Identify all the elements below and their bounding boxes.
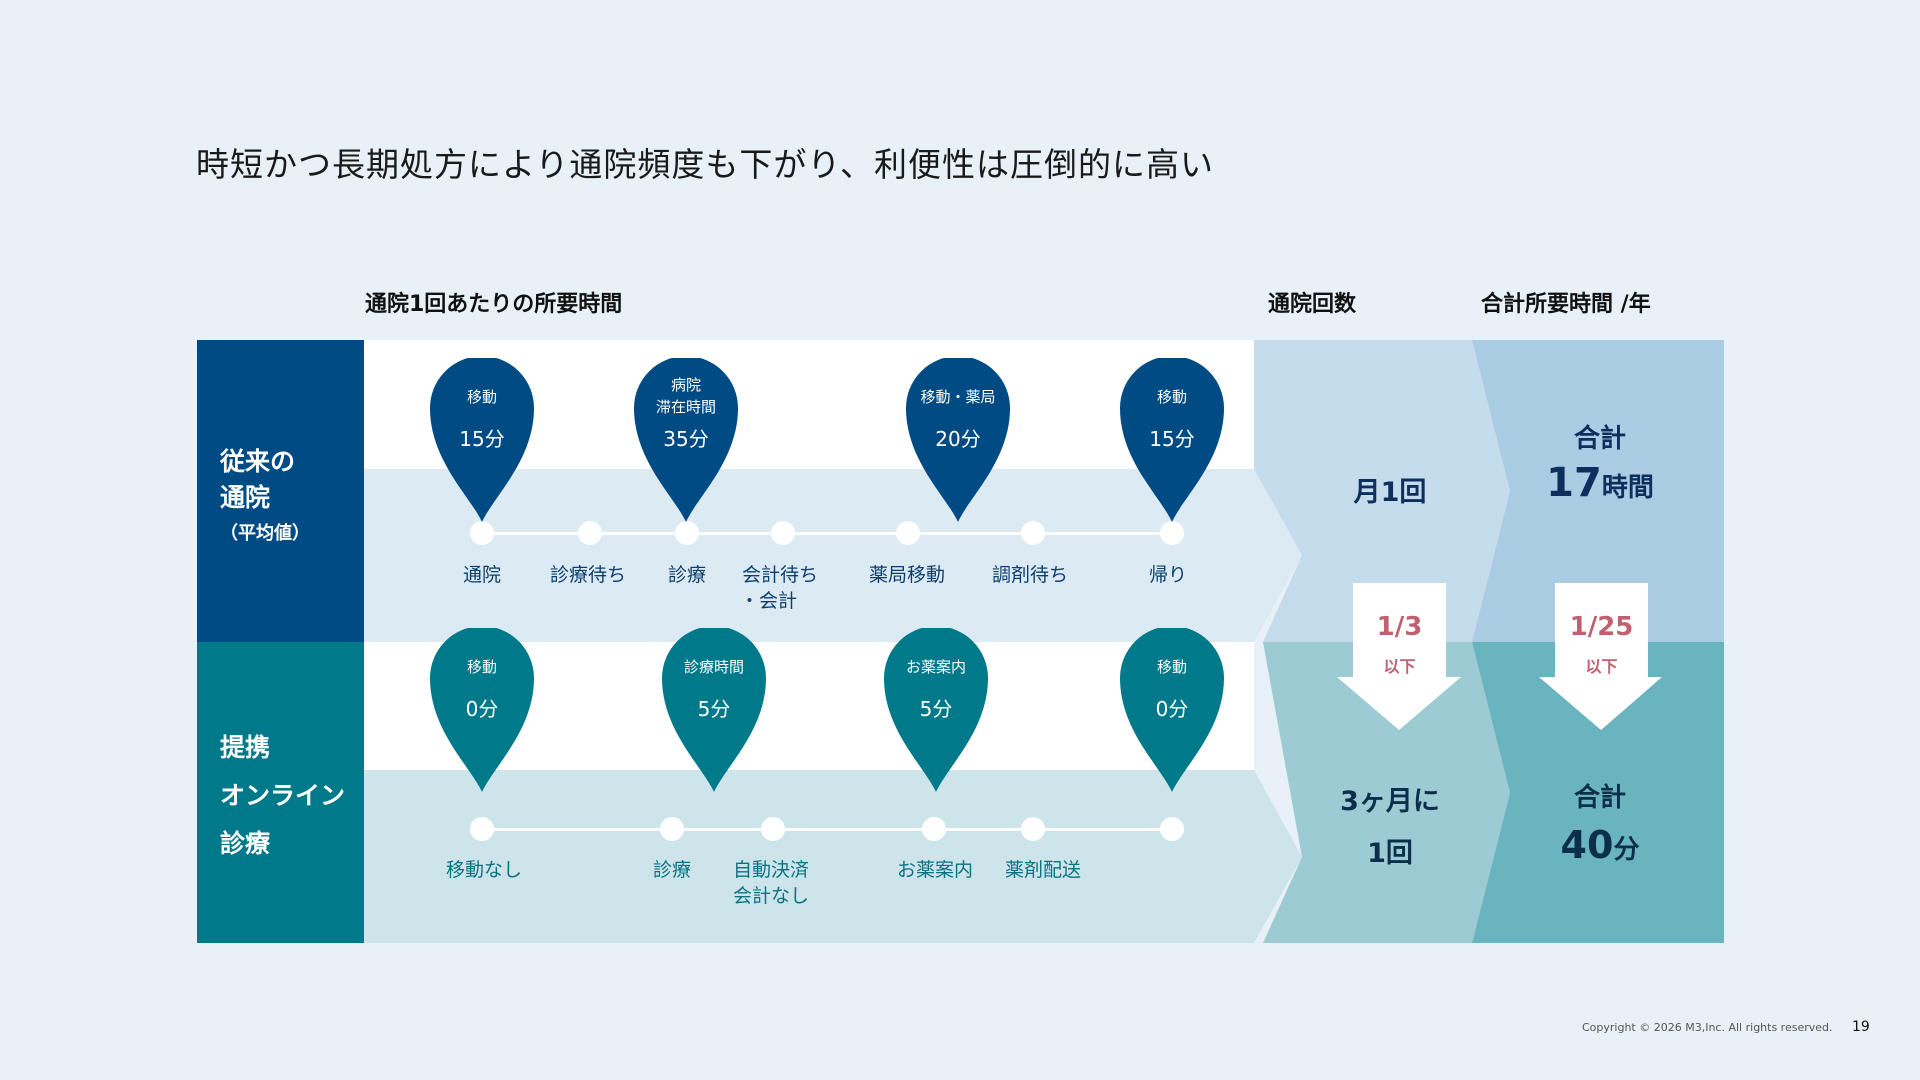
pin-value: 15分	[1149, 427, 1195, 451]
step-label: お薬案内	[896, 859, 973, 881]
total-ratio: 1/25	[1569, 612, 1634, 642]
pin-online-move-2: 移動 0分	[1120, 628, 1224, 792]
timeline-dot	[896, 521, 920, 545]
pin-name: 診療時間	[683, 658, 744, 676]
timeline-dot	[660, 817, 684, 841]
step-label: 診療	[667, 564, 706, 586]
step-label: 薬剤配送	[1004, 859, 1081, 881]
visits-ratio: 1/3	[1376, 612, 1423, 642]
pin-name: 移動・薬局	[920, 388, 996, 406]
online-label-line1: 提携	[220, 733, 271, 762]
online-label-line3: 診療	[220, 829, 271, 858]
visits-down-arrow	[1337, 583, 1461, 730]
page-number: 19	[1852, 1019, 1870, 1035]
timeline-dot	[470, 521, 494, 545]
pin-traditional-pharmacy: 移動・薬局 20分	[906, 358, 1010, 522]
header-time-per-visit: 通院1回あたりの所要時間	[365, 292, 623, 317]
traditional-label-sub: （平均値）	[220, 523, 310, 544]
step-label: 会計待ち ・会計	[740, 564, 818, 612]
pin-traditional-move-1: 移動 15分	[430, 358, 534, 522]
traditional-timeline	[482, 532, 1172, 535]
timeline-dot	[771, 521, 795, 545]
traditional-band	[364, 469, 1302, 642]
pin-online-move-1: 移動 0分	[430, 628, 534, 792]
pin-name: 移動	[466, 658, 497, 676]
pin-traditional-move-2: 移動 15分	[1120, 358, 1224, 522]
visits-column-bottom	[1263, 642, 1510, 943]
pin-name: 移動	[466, 388, 497, 406]
traditional-label-line1: 従来の	[220, 447, 296, 476]
pin-value: 5分	[697, 697, 731, 721]
online-timeline	[482, 828, 1172, 831]
pin-online-consult: 診療時間 5分	[662, 628, 766, 792]
step-label: 診療待ち	[549, 564, 626, 586]
timeline-dot	[1021, 521, 1045, 545]
step-label: 自動決済 会計なし	[732, 859, 809, 907]
traditional-label-line2: 通院	[220, 483, 271, 512]
total-ratio-suffix: 以下	[1585, 657, 1618, 676]
traditional-total-label: 合計	[1573, 424, 1626, 454]
traditional-label-block	[197, 340, 364, 642]
timeline-dot	[675, 521, 699, 545]
timeline-dot	[1160, 817, 1184, 841]
traditional-visits: 月1回	[1353, 477, 1427, 508]
pin-value: 5分	[919, 697, 953, 721]
traditional-row-label: 従来の 通院 （平均値）	[220, 444, 310, 552]
visits-ratio-suffix: 以下	[1383, 657, 1416, 676]
timeline-dot	[1021, 817, 1045, 841]
pin-online-medicine: お薬案内 5分	[884, 628, 988, 792]
header-visit-count: 通院回数	[1268, 292, 1357, 317]
visits-column-top	[1254, 340, 1510, 642]
pin-value: 20分	[935, 427, 981, 451]
online-row-label: 提携 オンライン 診療	[220, 724, 345, 868]
total-column-bottom	[1472, 642, 1724, 943]
pin-value: 15分	[459, 427, 505, 451]
pin-name: 移動	[1156, 658, 1187, 676]
timeline-dot	[578, 521, 602, 545]
timeline-dot	[1160, 521, 1184, 545]
copyright: Copyright © 2026 M3,Inc. All rights rese…	[1582, 1021, 1833, 1034]
pin-traditional-hospital: 病院 滞在時間 35分	[634, 358, 738, 522]
step-label: 通院	[462, 564, 501, 586]
timeline-dot	[761, 817, 785, 841]
step-label: 薬局移動	[868, 564, 945, 586]
online-band	[364, 770, 1302, 943]
online-total-label: 合計	[1573, 783, 1626, 813]
step-label: 帰り	[1148, 564, 1187, 586]
step-label: 移動なし	[445, 859, 522, 881]
pin-name: 移動	[1156, 388, 1187, 406]
page-title: 時短かつ長期処方により通院頻度も下がり、利便性は圧倒的に高い	[196, 145, 1215, 184]
pin-value: 35分	[663, 427, 709, 451]
step-label: 調剤待ち	[991, 564, 1068, 586]
online-visits: 3ヶ月に 1回	[1340, 786, 1440, 869]
pin-value: 0分	[465, 697, 499, 721]
online-total-value: 40分	[1560, 823, 1640, 867]
online-label-line2: オンライン	[220, 781, 346, 810]
online-label-block	[197, 642, 364, 943]
traditional-total-value: 17時間	[1546, 460, 1654, 506]
timeline-dot	[922, 817, 946, 841]
total-column-top	[1472, 340, 1724, 642]
pin-name: お薬案内	[905, 658, 966, 676]
pin-value: 0分	[1155, 697, 1189, 721]
step-label: 診療	[652, 859, 691, 881]
pin-name-line2: 滞在時間	[655, 398, 716, 416]
total-down-arrow	[1539, 583, 1662, 730]
timeline-dot	[470, 817, 494, 841]
header-total-time: 合計所要時間 /年	[1481, 292, 1651, 317]
pin-name: 病院	[670, 376, 701, 394]
